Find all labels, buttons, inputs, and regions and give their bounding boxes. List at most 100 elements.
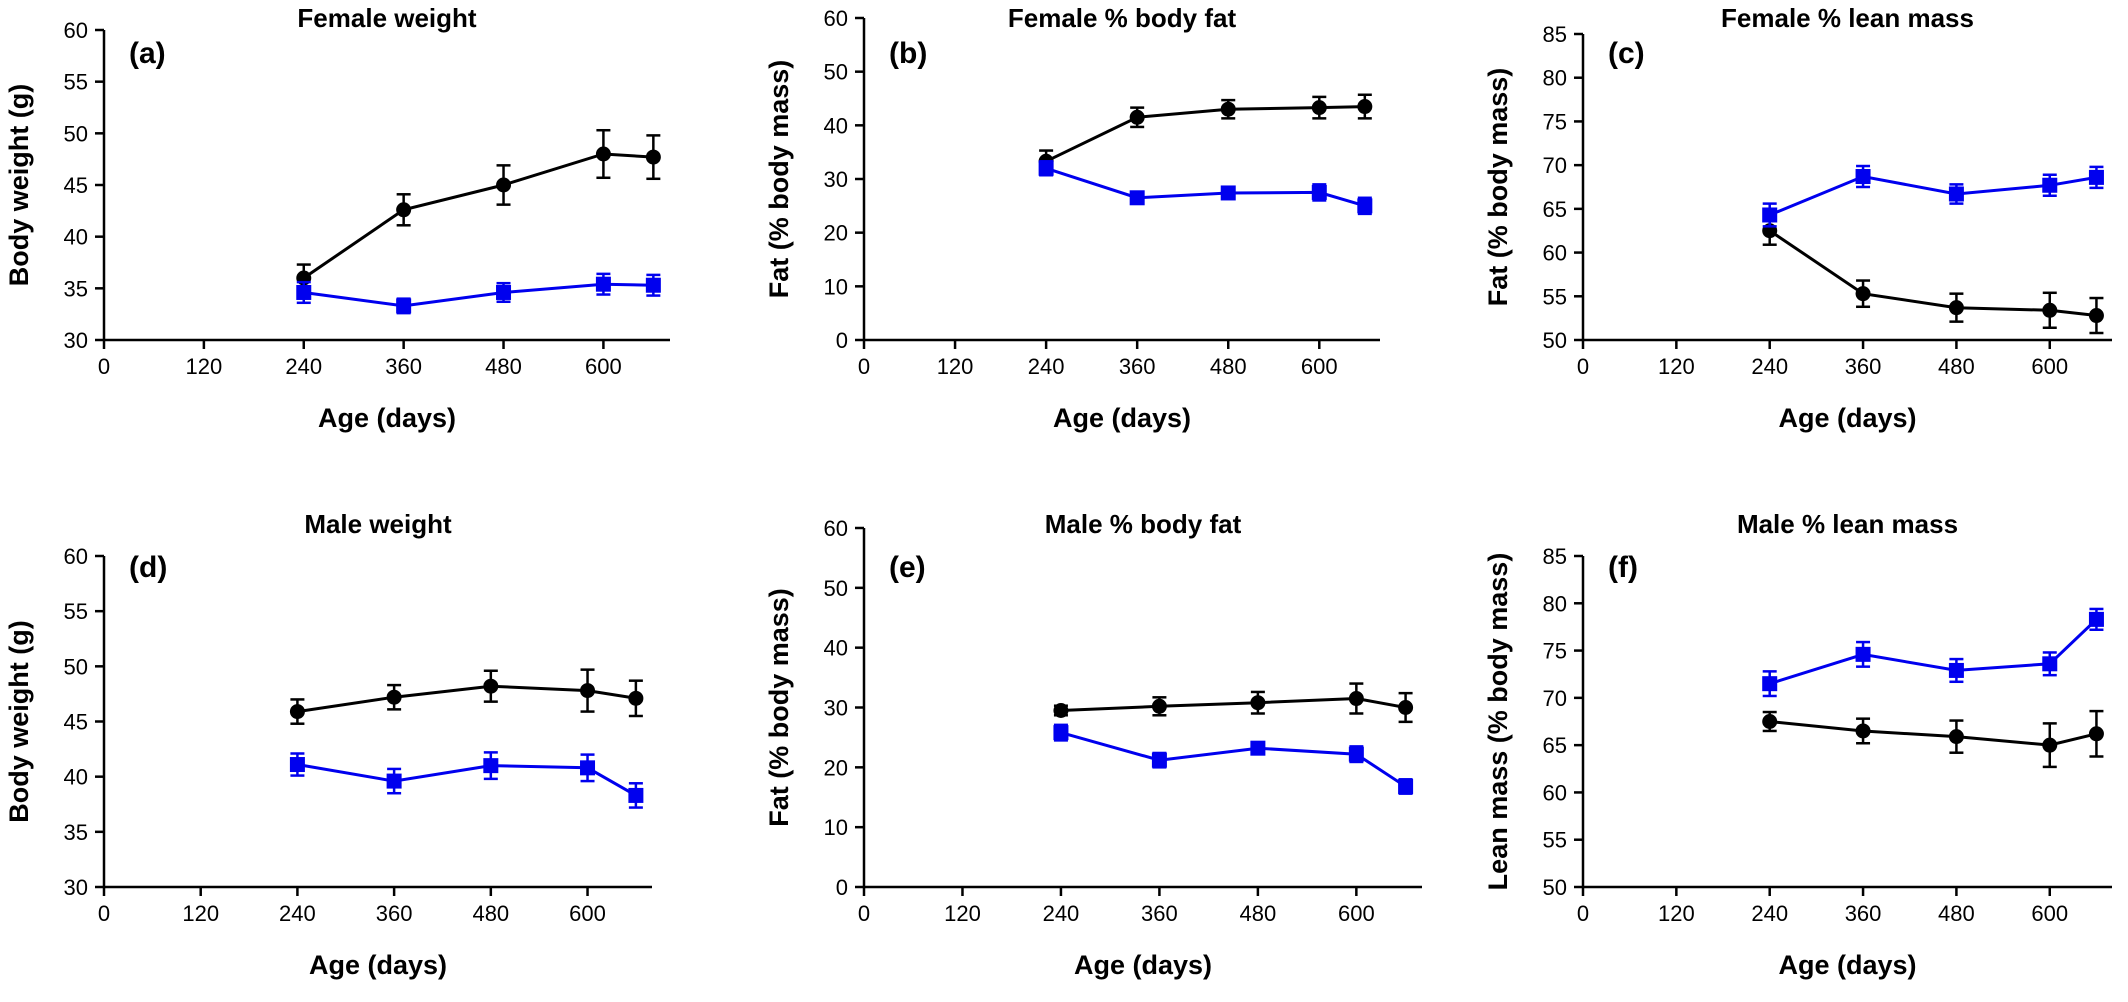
y-tick-label: 50	[824, 60, 848, 85]
data-point	[2042, 302, 2058, 318]
y-tick-label: 40	[824, 636, 848, 661]
y-tick-label: 50	[1543, 875, 1567, 900]
y-tick-label: 75	[1543, 109, 1567, 134]
y-tick-label: 45	[64, 710, 88, 735]
x-tick-label: 240	[285, 354, 322, 379]
data-point	[1038, 160, 1054, 176]
x-tick-label: 360	[385, 354, 422, 379]
data-point	[2042, 177, 2058, 193]
y-axis-label: Body weight (g)	[4, 620, 34, 822]
y-tick-label: 55	[64, 599, 88, 624]
panel-letter: (a)	[129, 37, 166, 70]
data-point	[2042, 737, 2058, 753]
chart-title: Male % body fat	[1045, 509, 1242, 539]
data-point	[496, 177, 512, 193]
data-point	[2042, 656, 2058, 672]
y-tick-label: 55	[1543, 828, 1567, 853]
data-point	[1357, 198, 1373, 214]
y-tick-label: 10	[824, 274, 848, 299]
y-tick-label: 45	[64, 173, 88, 198]
data-point	[1855, 723, 1871, 739]
y-tick-label: 55	[1543, 284, 1567, 309]
x-tick-label: 240	[1751, 354, 1788, 379]
data-point	[289, 704, 305, 720]
data-point	[289, 757, 305, 773]
x-tick-label: 600	[2031, 354, 2068, 379]
black-series	[1038, 93, 1373, 174]
x-tick-label: 0	[98, 901, 110, 926]
x-tick-label: 600	[1301, 354, 1338, 379]
x-tick-label: 600	[585, 354, 622, 379]
x-tick-label: 0	[858, 901, 870, 926]
data-point	[1151, 752, 1167, 768]
y-tick-label: 40	[64, 765, 88, 790]
x-tick-label: 0	[1577, 901, 1589, 926]
data-point	[645, 277, 661, 293]
data-point	[2088, 169, 2104, 185]
data-point	[396, 202, 412, 218]
blue-series	[296, 272, 661, 315]
x-tick-label: 360	[1119, 354, 1156, 379]
x-tick-label: 120	[182, 901, 219, 926]
data-point	[2088, 726, 2104, 742]
blue-series	[1762, 164, 2104, 228]
x-tick-label: 480	[485, 354, 522, 379]
black-series	[296, 128, 661, 293]
data-point	[386, 689, 402, 705]
y-tick-label: 30	[64, 875, 88, 900]
black-series	[1053, 682, 1414, 724]
data-point	[1129, 109, 1145, 125]
data-point	[1311, 184, 1327, 200]
y-tick-label: 50	[824, 576, 848, 601]
blue-series	[289, 751, 644, 809]
y-tick-label: 30	[824, 167, 848, 192]
x-tick-label: 360	[1845, 901, 1882, 926]
y-tick-label: 80	[1543, 591, 1567, 616]
data-point	[1948, 662, 1964, 678]
y-tick-label: 60	[1543, 780, 1567, 805]
x-tick-label: 480	[472, 901, 509, 926]
y-tick-label: 70	[1543, 153, 1567, 178]
data-point	[2088, 308, 2104, 324]
chart-title: Male weight	[304, 509, 452, 539]
y-tick-label: 60	[1543, 241, 1567, 266]
x-tick-label: 120	[937, 354, 974, 379]
y-tick-label: 55	[64, 70, 88, 95]
data-point	[1348, 691, 1364, 707]
x-axis-label: Age (days)	[318, 403, 456, 433]
data-point	[1357, 99, 1373, 115]
panel-letter: (b)	[889, 37, 927, 70]
y-tick-label: 35	[64, 276, 88, 301]
y-tick-label: 0	[836, 875, 848, 900]
y-tick-label: 65	[1543, 733, 1567, 758]
blue-series	[1038, 160, 1373, 216]
x-tick-label: 120	[944, 901, 981, 926]
chart-title: Female % body fat	[1008, 3, 1237, 33]
blue-series	[1762, 607, 2104, 698]
black-series	[1762, 709, 2104, 769]
x-tick-label: 0	[98, 354, 110, 379]
x-tick-label: 240	[1028, 354, 1065, 379]
x-tick-label: 600	[1338, 901, 1375, 926]
y-tick-label: 80	[1543, 66, 1567, 91]
x-tick-label: 120	[186, 354, 223, 379]
y-tick-label: 30	[824, 696, 848, 721]
y-tick-label: 85	[1543, 22, 1567, 47]
y-tick-label: 10	[824, 815, 848, 840]
data-point	[1151, 698, 1167, 714]
data-point	[1220, 101, 1236, 117]
data-point	[483, 758, 499, 774]
chart-title: Female % lean mass	[1721, 3, 1974, 33]
x-tick-label: 240	[279, 901, 316, 926]
chart-title: Female weight	[297, 3, 476, 33]
panel-letter: (c)	[1608, 37, 1645, 70]
y-tick-label: 75	[1543, 639, 1567, 664]
y-tick-label: 50	[64, 121, 88, 146]
data-point	[296, 284, 312, 300]
y-axis-label: Fat (% body mass)	[764, 60, 794, 299]
black-series-line	[1768, 229, 2097, 317]
